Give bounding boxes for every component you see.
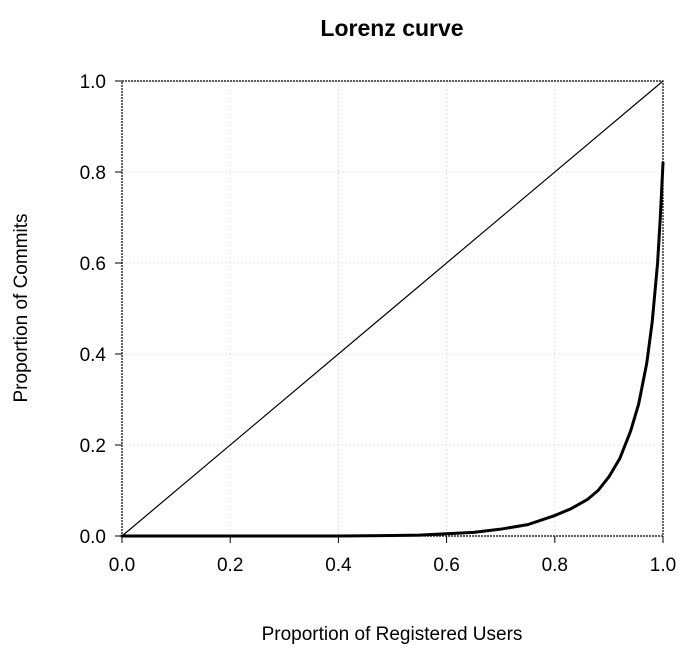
y-tick-label: 0.6 bbox=[80, 254, 106, 275]
series bbox=[120, 80, 665, 538]
lorenz-curve-line bbox=[120, 161, 665, 538]
x-tick-label: 1.0 bbox=[650, 555, 676, 576]
chart-title: Lorenz curve bbox=[320, 15, 463, 41]
y-tick-label: 0.4 bbox=[80, 345, 107, 366]
x-tick-label: 0.6 bbox=[433, 555, 459, 576]
x-tick-label: 0.2 bbox=[217, 555, 243, 576]
x-tick-label: 0.0 bbox=[109, 555, 135, 576]
equality-line-line bbox=[121, 80, 664, 537]
axes: 0.0 0.2 0.4 0.6 0.8 1.0 0.0 0.2 0.4 0.6 0.8 1.0 bbox=[80, 72, 677, 576]
y-tick-label: 0.2 bbox=[80, 436, 106, 457]
x-axis-label: Proportion of Registered Users bbox=[262, 624, 523, 645]
y-tick-label: 0.8 bbox=[80, 163, 106, 184]
x-tick-label: 0.4 bbox=[325, 555, 352, 576]
y-tick-label: 1.0 bbox=[80, 72, 106, 93]
y-tick-label: 0.0 bbox=[80, 527, 106, 548]
x-tick-label: 0.8 bbox=[542, 555, 568, 576]
y-axis-label: Proportion of Commits bbox=[11, 213, 32, 402]
